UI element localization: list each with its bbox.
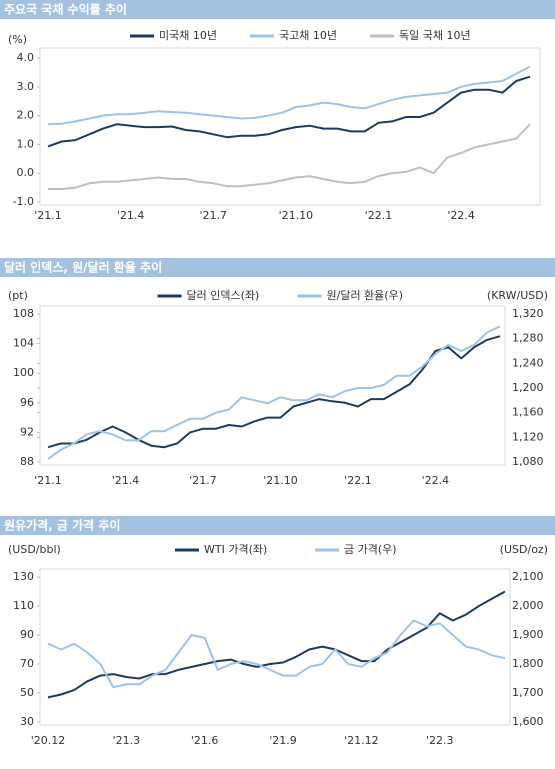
series-line <box>47 619 506 689</box>
y-tick-label: -1.0 <box>13 195 34 208</box>
y-axis-unit: (pt) <box>8 289 28 302</box>
y2-tick-label: 1,280 <box>512 332 544 345</box>
series-line <box>48 123 531 190</box>
y2-tick-label: 1,900 <box>512 628 544 641</box>
y-tick-label: 130 <box>13 570 34 583</box>
x-tick-label: '21.3 <box>113 734 141 747</box>
legend-label: 금 가격(우) <box>344 543 397 556</box>
x-tick-label: '21.1 <box>34 209 62 222</box>
y-tick-label: 4.0 <box>17 51 35 64</box>
y2-axis-unit: (KRW/USD) <box>487 289 548 302</box>
x-tick-label: '22.4 <box>447 209 475 222</box>
y-tick-label: 70 <box>20 657 34 670</box>
chart-title: 달러 인덱스, 원/달러 환율 추이 <box>4 260 162 275</box>
y2-tick-label: 1,700 <box>512 686 544 699</box>
legend-label: 원/달러 환율(우) <box>327 289 404 302</box>
plot-frame <box>39 305 506 466</box>
header-bar <box>0 516 555 535</box>
y-tick-label: 50 <box>20 686 34 699</box>
x-tick-label: '21.10 <box>263 474 298 487</box>
x-tick-label: '21.1 <box>34 474 62 487</box>
plot-frame <box>39 568 511 726</box>
y2-tick-label: 1,800 <box>512 657 544 670</box>
x-tick-label: '22.4 <box>422 474 450 487</box>
x-tick-label: '22.3 <box>426 734 454 747</box>
y2-tick-label: 2,000 <box>512 599 544 612</box>
chart-title: 원유가격, 금 가격 추이 <box>4 518 120 533</box>
series-line <box>47 325 501 460</box>
legend-label: WTI 가격(좌) <box>204 543 267 556</box>
series-line <box>47 335 501 449</box>
series-line <box>47 75 531 148</box>
y2-tick-label: 2,100 <box>512 570 544 583</box>
chart-title: 주요국 국채 수익률 추이 <box>4 2 127 17</box>
y-tick-label: 110 <box>13 599 34 612</box>
y2-tick-label: 1,160 <box>512 406 544 419</box>
y-tick-label: 3.0 <box>17 80 35 93</box>
y-tick-label: 100 <box>13 366 34 379</box>
y2-tick-label: 1,240 <box>512 356 544 369</box>
legend-label: 국고채 10년 <box>279 29 337 42</box>
y2-axis-unit: (USD/oz) <box>500 543 548 556</box>
x-tick-label: '21.4 <box>112 474 140 487</box>
y-tick-label: 96 <box>20 396 34 409</box>
y-axis-unit: (USD/bbl) <box>8 543 61 556</box>
header-bar <box>0 0 555 19</box>
x-tick-label: '22.1 <box>365 209 393 222</box>
series-line <box>47 65 531 126</box>
y-tick-label: 30 <box>20 715 34 728</box>
y-tick-label: 2.0 <box>17 109 35 122</box>
x-tick-label: '21.6 <box>191 734 219 747</box>
y2-tick-label: 1,120 <box>512 430 544 443</box>
x-tick-label: '20.12 <box>31 734 66 747</box>
y2-tick-label: 1,200 <box>512 381 544 394</box>
y-tick-label: 92 <box>20 425 34 438</box>
y-tick-label: 0.0 <box>17 166 35 179</box>
y-tick-label: 104 <box>13 337 34 350</box>
plot-frame <box>39 47 541 206</box>
legend-label: 달러 인덱스(좌) <box>187 289 260 302</box>
legend-label: 독일 국채 10년 <box>399 28 471 42</box>
y-axis-unit: (%) <box>8 33 27 46</box>
y-tick-label: 88 <box>20 455 34 468</box>
x-tick-label: '21.10 <box>279 209 314 222</box>
y-tick-label: 1.0 <box>17 137 35 150</box>
series-line <box>47 590 506 699</box>
header-bar <box>0 258 555 277</box>
y-tick-label: 108 <box>13 307 34 320</box>
x-tick-label: '21.4 <box>117 209 145 222</box>
legend-label: 미국채 10년 <box>159 29 217 42</box>
x-tick-label: '21.7 <box>199 209 227 222</box>
y2-tick-label: 1,600 <box>512 715 544 728</box>
x-tick-label: '21.12 <box>344 734 379 747</box>
y2-tick-label: 1,080 <box>512 455 544 468</box>
y2-tick-label: 1,320 <box>512 307 544 320</box>
y-tick-label: 90 <box>20 628 34 641</box>
x-tick-label: '21.9 <box>269 734 297 747</box>
x-tick-label: '21.7 <box>189 474 217 487</box>
x-tick-label: '22.1 <box>344 474 372 487</box>
